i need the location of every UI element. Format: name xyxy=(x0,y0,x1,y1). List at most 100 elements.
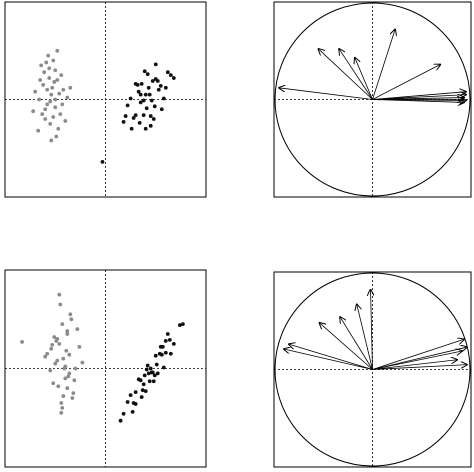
point xyxy=(118,418,123,423)
point xyxy=(47,76,52,80)
point xyxy=(67,371,72,376)
point xyxy=(56,384,61,389)
point xyxy=(151,117,156,121)
point xyxy=(59,73,64,78)
vector-arrow xyxy=(284,349,373,370)
point xyxy=(158,83,163,88)
point xyxy=(142,69,147,74)
vector-arrow xyxy=(372,29,396,100)
point xyxy=(68,312,73,317)
point xyxy=(67,352,72,357)
vector-arrow xyxy=(319,323,373,370)
point xyxy=(161,365,166,370)
point xyxy=(56,126,61,131)
point xyxy=(136,377,141,382)
point xyxy=(52,80,57,84)
point xyxy=(52,335,57,339)
point xyxy=(58,112,63,117)
point xyxy=(66,374,71,379)
point xyxy=(53,68,58,73)
point xyxy=(37,97,42,102)
point xyxy=(141,98,146,103)
point xyxy=(154,362,159,367)
point xyxy=(73,366,78,371)
point xyxy=(43,117,48,121)
point xyxy=(151,379,156,384)
point xyxy=(61,394,66,398)
vector-arrow xyxy=(279,88,373,100)
point xyxy=(152,373,157,378)
point xyxy=(65,332,70,336)
point xyxy=(138,92,143,97)
point xyxy=(153,353,158,358)
point xyxy=(161,96,166,101)
vector-arrow xyxy=(372,100,465,103)
point xyxy=(71,391,76,396)
point xyxy=(53,97,58,102)
point xyxy=(145,363,150,368)
point xyxy=(48,99,53,104)
point xyxy=(171,76,176,80)
point xyxy=(125,400,130,404)
point xyxy=(144,367,149,372)
point xyxy=(57,341,62,346)
point xyxy=(51,58,56,63)
point xyxy=(55,78,60,82)
vector-arrow xyxy=(372,95,467,100)
point xyxy=(147,379,152,384)
point xyxy=(55,358,60,363)
point xyxy=(163,85,168,90)
point xyxy=(48,368,53,373)
point xyxy=(138,100,143,105)
point xyxy=(167,338,172,342)
point xyxy=(165,70,170,75)
point xyxy=(48,121,53,126)
point xyxy=(145,72,150,77)
point xyxy=(59,401,64,405)
point xyxy=(129,126,134,131)
point xyxy=(153,62,158,67)
point xyxy=(47,66,52,71)
point xyxy=(165,332,170,336)
correlation-circle xyxy=(274,2,471,197)
point xyxy=(155,79,160,83)
point xyxy=(128,393,133,397)
point xyxy=(160,344,165,349)
point xyxy=(38,78,43,82)
vector-arrow xyxy=(318,49,373,100)
point xyxy=(125,103,130,108)
point xyxy=(130,409,135,414)
vector-arrow xyxy=(372,347,468,370)
point xyxy=(43,354,48,359)
point xyxy=(148,123,153,128)
point xyxy=(39,63,44,68)
point xyxy=(40,112,45,117)
point xyxy=(63,376,68,381)
point xyxy=(43,107,48,112)
point xyxy=(180,322,185,327)
vector-arrow xyxy=(340,317,373,370)
point xyxy=(157,351,162,356)
point xyxy=(131,401,136,405)
point xyxy=(63,364,68,369)
point xyxy=(156,87,161,92)
point xyxy=(69,317,74,322)
point xyxy=(50,85,55,90)
point xyxy=(143,92,148,97)
point xyxy=(177,323,182,328)
point xyxy=(59,410,64,415)
point xyxy=(60,406,65,410)
point xyxy=(70,396,75,400)
point xyxy=(121,120,126,124)
point xyxy=(168,351,173,356)
point xyxy=(58,302,63,307)
point xyxy=(44,60,49,65)
point xyxy=(49,346,54,351)
point xyxy=(141,382,146,387)
vector-arrow xyxy=(372,339,465,370)
vector-arrow xyxy=(372,64,441,100)
point xyxy=(133,113,138,117)
point xyxy=(45,102,50,107)
point xyxy=(63,119,68,123)
